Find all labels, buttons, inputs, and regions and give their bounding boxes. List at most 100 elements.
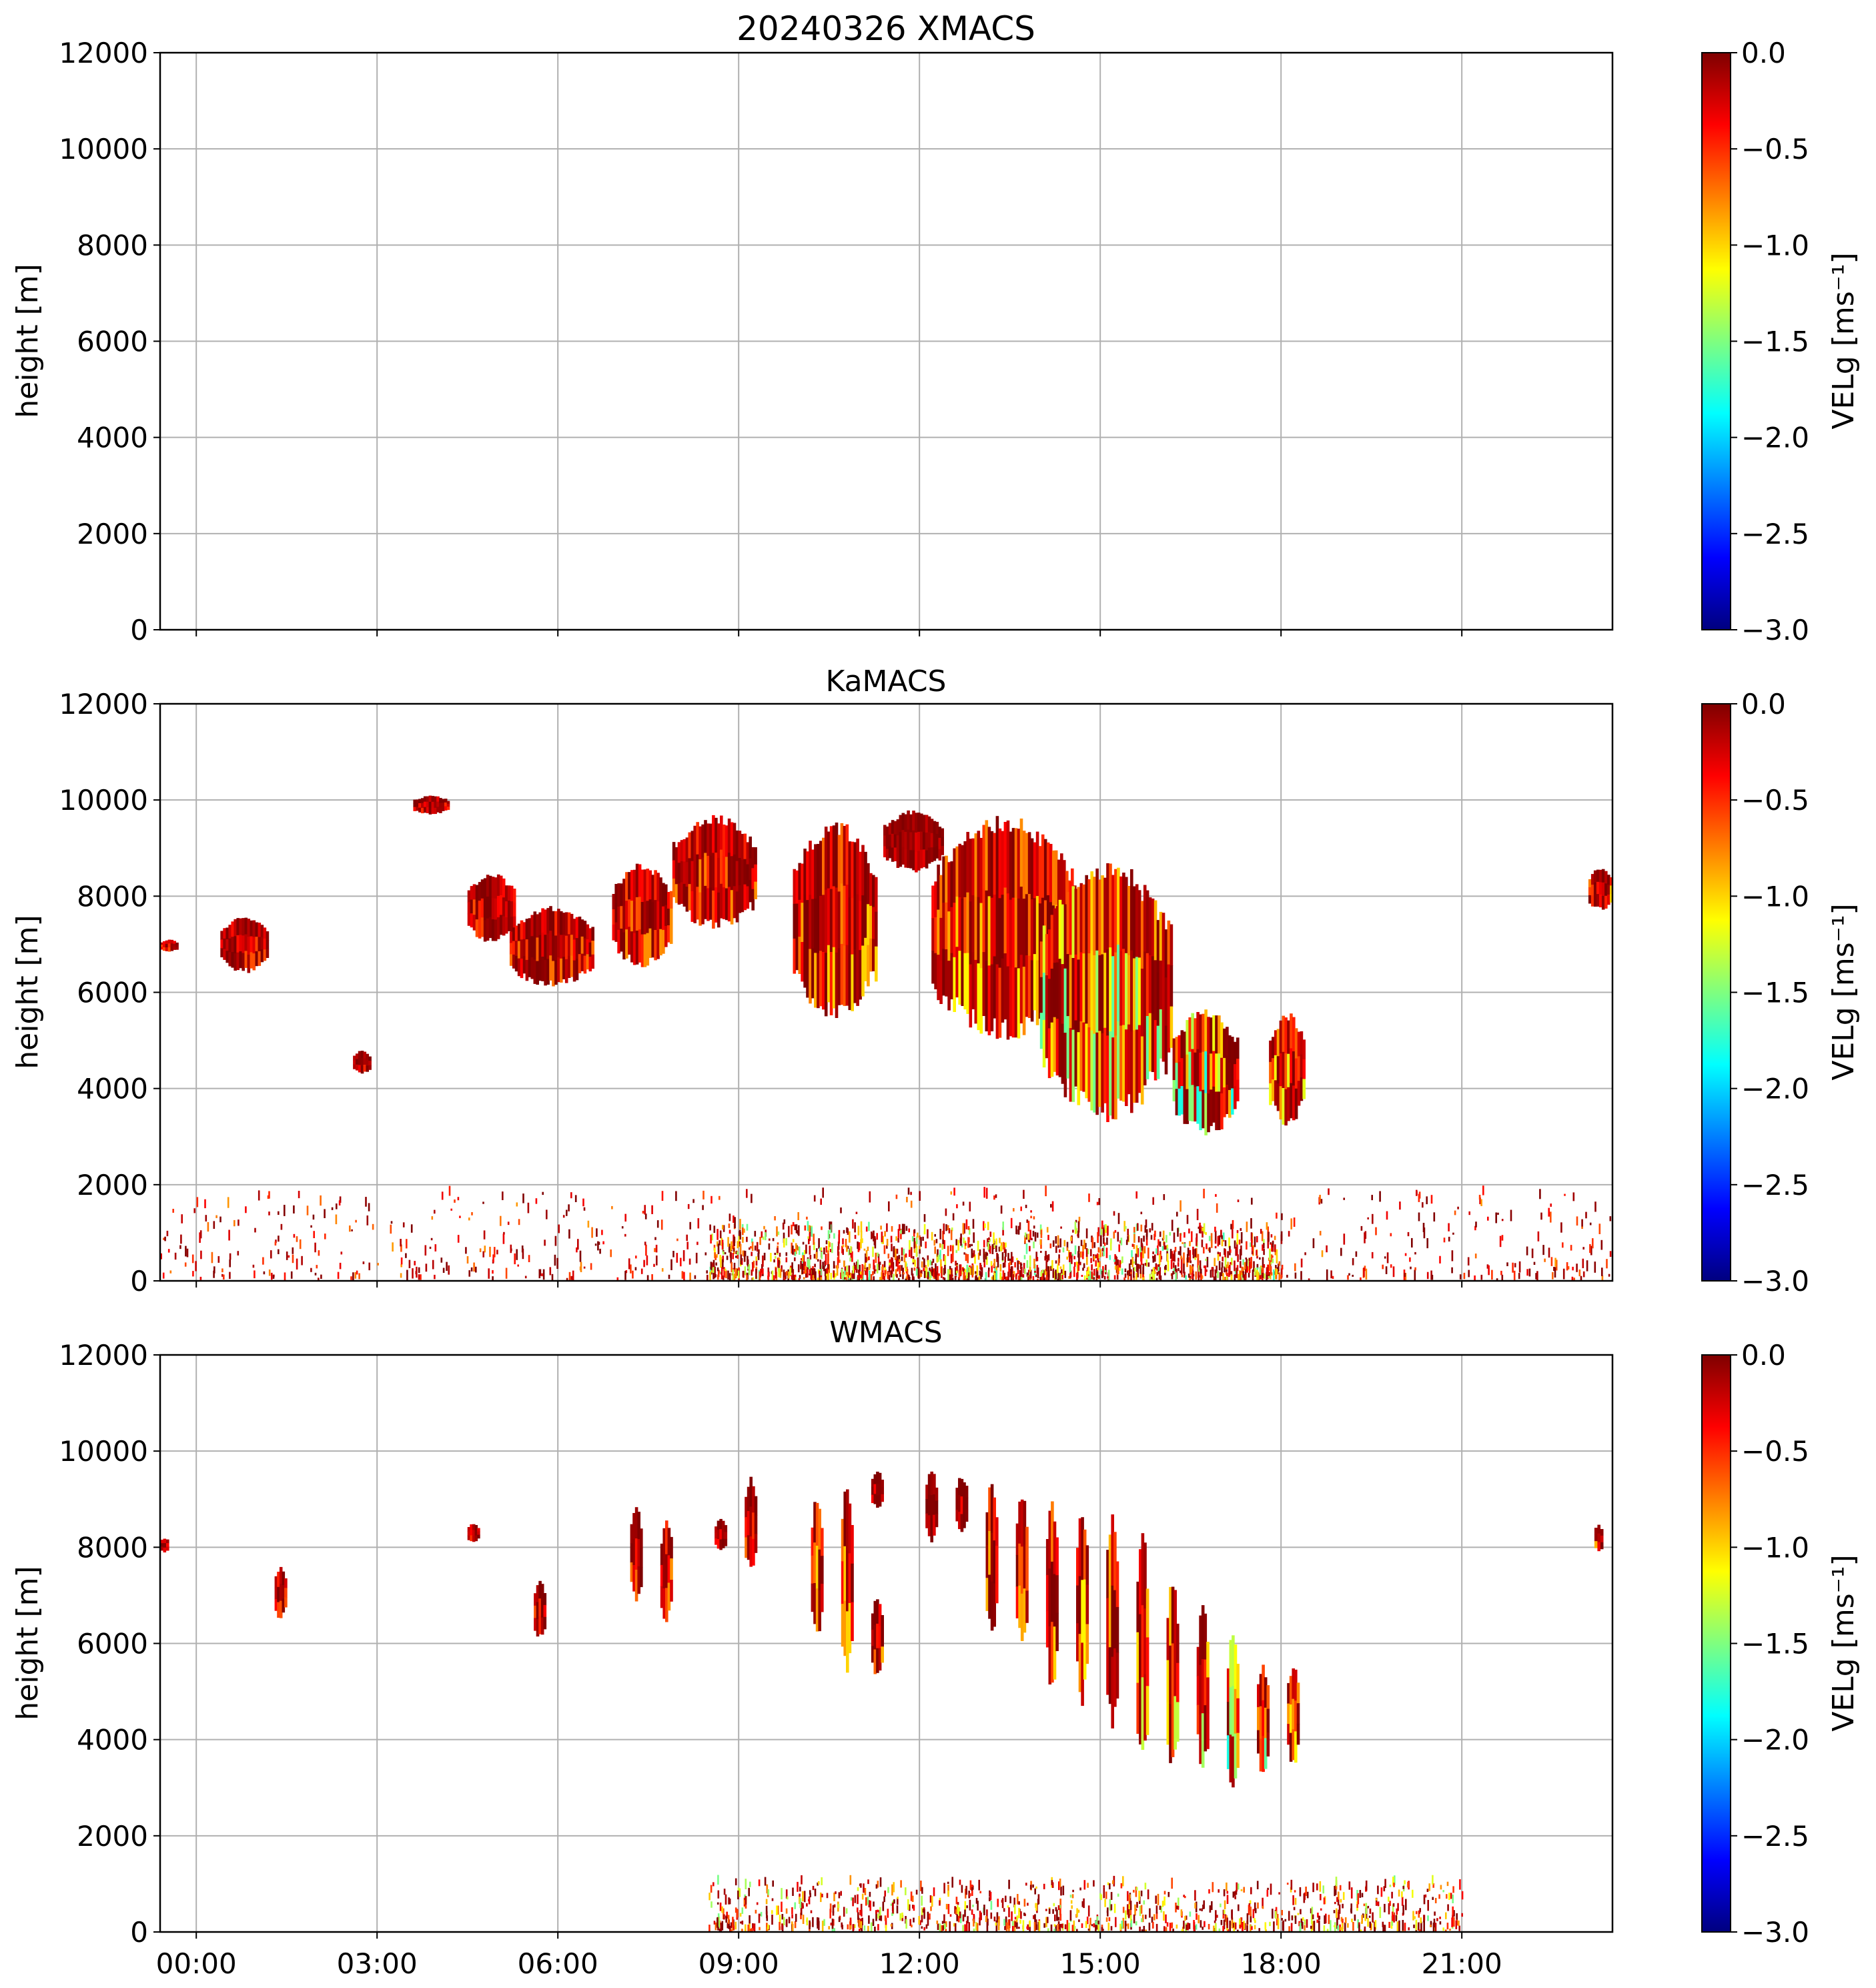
clutter-dot bbox=[318, 1278, 320, 1281]
echo-streak bbox=[436, 796, 440, 803]
echo-streak bbox=[1019, 887, 1023, 955]
clutter-dot bbox=[1268, 1272, 1270, 1278]
clutter-dot bbox=[268, 1211, 270, 1215]
clutter-dot bbox=[882, 1273, 885, 1280]
clutter-dot bbox=[927, 1229, 929, 1239]
echo-streak bbox=[935, 1487, 939, 1502]
clutter-dot bbox=[1098, 1198, 1101, 1205]
clutter-dot bbox=[1594, 1262, 1596, 1273]
echo-streak bbox=[1106, 863, 1109, 950]
clutter-dot bbox=[752, 1262, 754, 1272]
echo-region bbox=[811, 1502, 824, 1632]
clutter-dot bbox=[915, 1241, 917, 1248]
echo-streak bbox=[1025, 1526, 1029, 1560]
echo-streak bbox=[917, 831, 921, 852]
clutter-dot bbox=[518, 1219, 520, 1225]
clutter-dot bbox=[1204, 1921, 1206, 1927]
clutter-dot bbox=[897, 1268, 899, 1272]
echo-streak bbox=[881, 1615, 884, 1632]
clutter-dot bbox=[935, 1263, 937, 1274]
clutter-dot bbox=[1306, 1891, 1309, 1899]
clutter-dot bbox=[1001, 1898, 1004, 1909]
clutter-dot bbox=[594, 1244, 597, 1246]
clutter-dot bbox=[921, 1926, 923, 1929]
echo-streak bbox=[680, 882, 684, 904]
clutter-dot bbox=[828, 1926, 830, 1930]
clutter-dot bbox=[1154, 1254, 1156, 1262]
clutter-dot bbox=[1411, 1237, 1413, 1248]
clutter-dot bbox=[1155, 1278, 1158, 1281]
clutter-dot bbox=[972, 1265, 974, 1276]
echo-streak bbox=[995, 1517, 999, 1546]
clutter-dot bbox=[737, 1270, 740, 1279]
clutter-dot bbox=[654, 1237, 656, 1240]
clutter-dot bbox=[1189, 1911, 1192, 1917]
clutter-dot bbox=[1143, 1925, 1145, 1932]
clutter-dot bbox=[883, 1896, 885, 1903]
echo-streak bbox=[931, 918, 935, 951]
echo-streak bbox=[824, 827, 828, 891]
clutter-dot bbox=[1139, 1927, 1141, 1932]
echo-streak bbox=[848, 841, 852, 898]
echo-streak bbox=[1274, 1080, 1278, 1106]
clutter-dot bbox=[1333, 1910, 1336, 1913]
clutter-dot bbox=[299, 1239, 302, 1250]
clutter-dot bbox=[1152, 1197, 1154, 1205]
clutter-dot bbox=[1224, 1266, 1226, 1273]
echo-streak bbox=[1125, 1029, 1128, 1106]
clutter-dot bbox=[1026, 1260, 1029, 1268]
clutter-dot bbox=[1218, 1928, 1221, 1931]
clutter-dot bbox=[400, 1273, 402, 1278]
echo-streak bbox=[1294, 1088, 1298, 1119]
clutter-dot bbox=[973, 1919, 975, 1927]
clutter-dot bbox=[1014, 1905, 1016, 1914]
clutter-dot bbox=[223, 1274, 225, 1280]
echo-streak bbox=[811, 1555, 815, 1584]
clutter-dot bbox=[1145, 1229, 1148, 1237]
echo-streak bbox=[1054, 850, 1058, 905]
clutter-dot bbox=[884, 1231, 886, 1237]
clutter-dot bbox=[803, 1262, 805, 1271]
echo-region bbox=[353, 1051, 372, 1074]
echo-streak bbox=[360, 1058, 364, 1066]
clutter-dot bbox=[1133, 1889, 1135, 1893]
clutter-dot bbox=[1448, 1236, 1450, 1241]
echo-streak bbox=[841, 1518, 845, 1562]
echo-streak bbox=[1292, 1017, 1296, 1052]
clutter-dot bbox=[849, 1277, 852, 1281]
echo-streak bbox=[250, 920, 254, 937]
echo-streak bbox=[1234, 1041, 1237, 1065]
clutter-dot bbox=[1281, 1910, 1283, 1916]
clutter-dot bbox=[1231, 1921, 1233, 1926]
clutter-dot bbox=[542, 1191, 544, 1195]
echo-streak bbox=[669, 891, 673, 909]
clutter-dot bbox=[797, 1246, 799, 1251]
echo-streak bbox=[560, 958, 563, 983]
clutter-dot bbox=[1526, 1246, 1528, 1256]
clutter-dot bbox=[1415, 1911, 1418, 1915]
clutter-dot bbox=[883, 1276, 885, 1280]
clutter-dot bbox=[418, 1267, 420, 1274]
echo-streak bbox=[1136, 1632, 1139, 1684]
clutter-dot bbox=[1203, 1900, 1205, 1909]
echo-streak bbox=[470, 913, 474, 928]
clutter-dot bbox=[1224, 1900, 1226, 1909]
clutter-dot bbox=[1171, 1273, 1174, 1280]
clutter-dot bbox=[1305, 1887, 1307, 1897]
clutter-dot bbox=[854, 1924, 856, 1929]
echo-streak bbox=[368, 1061, 372, 1066]
echo-streak bbox=[543, 1593, 547, 1606]
clutter-dot bbox=[1023, 1913, 1025, 1916]
clutter-dot bbox=[1236, 1882, 1238, 1892]
clutter-dot bbox=[473, 1262, 475, 1272]
echo-streak bbox=[536, 937, 539, 961]
clutter-dot bbox=[803, 1255, 805, 1264]
echo-streak bbox=[993, 1497, 996, 1541]
clutter-dot bbox=[1450, 1893, 1452, 1899]
echo-region bbox=[1045, 1501, 1059, 1684]
clutter-dot bbox=[1176, 1924, 1178, 1929]
echo-streak bbox=[818, 1590, 821, 1632]
clutter-dot bbox=[913, 1905, 915, 1911]
